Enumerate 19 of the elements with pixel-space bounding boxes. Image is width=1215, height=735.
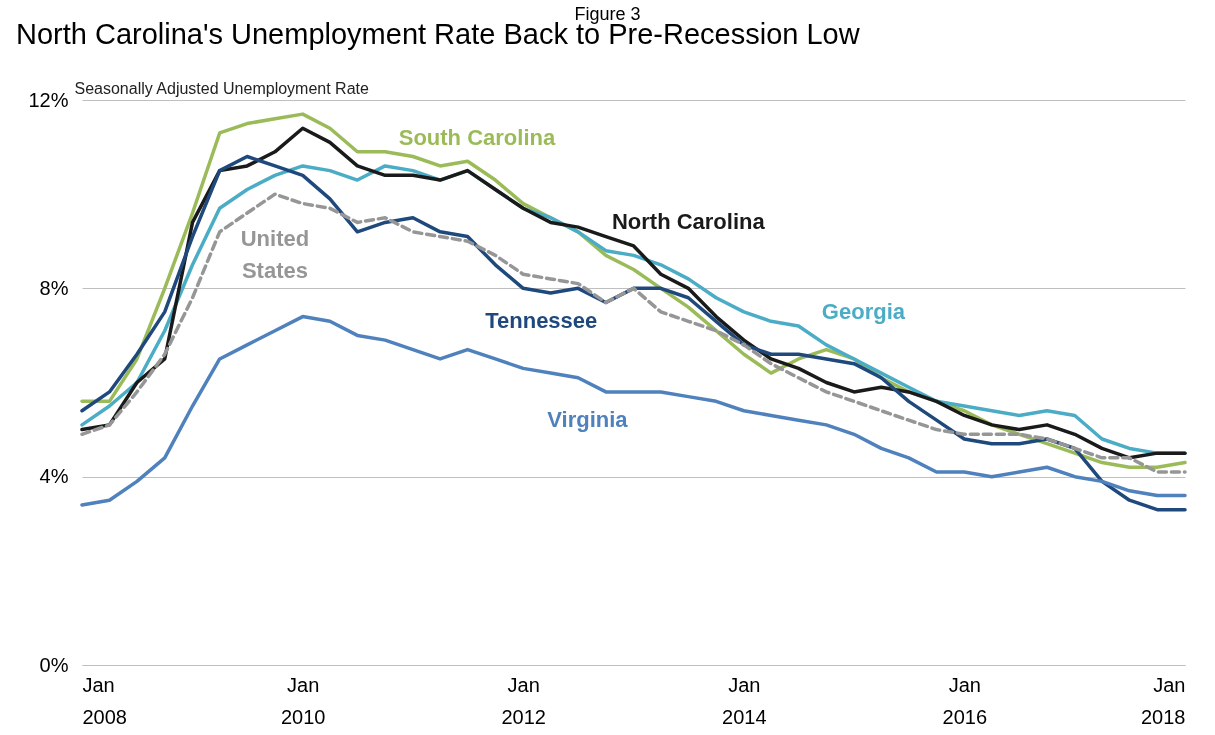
- y-tick-label: 0%: [39, 653, 69, 676]
- line-series: [80, 154, 1187, 512]
- y-axis-title: Seasonally Adjusted Unemployment Rate: [74, 79, 369, 97]
- series-label: Tennessee: [485, 308, 598, 334]
- x-tick-label: Jan 2010: [280, 673, 326, 728]
- y-tick-label: 12%: [28, 88, 69, 111]
- y-tick-label: 8%: [39, 276, 69, 299]
- y-tick-label: 4%: [39, 465, 69, 488]
- x-tick-label: Jan 2008: [82, 673, 127, 728]
- series-label: North Carolina: [611, 209, 766, 235]
- series-label: United States: [240, 225, 310, 283]
- x-tick-label: Jan 2018: [1141, 673, 1186, 728]
- line-series: [80, 192, 1187, 474]
- x-tick-label: Jan 2012: [501, 673, 546, 728]
- x-tick-label: Jan 2016: [942, 673, 988, 728]
- x-tick-label: Jan 2014: [722, 673, 767, 728]
- series-label: South Carolina: [398, 124, 556, 150]
- series-label: Georgia: [821, 298, 906, 324]
- series-label: Virginia: [547, 407, 629, 433]
